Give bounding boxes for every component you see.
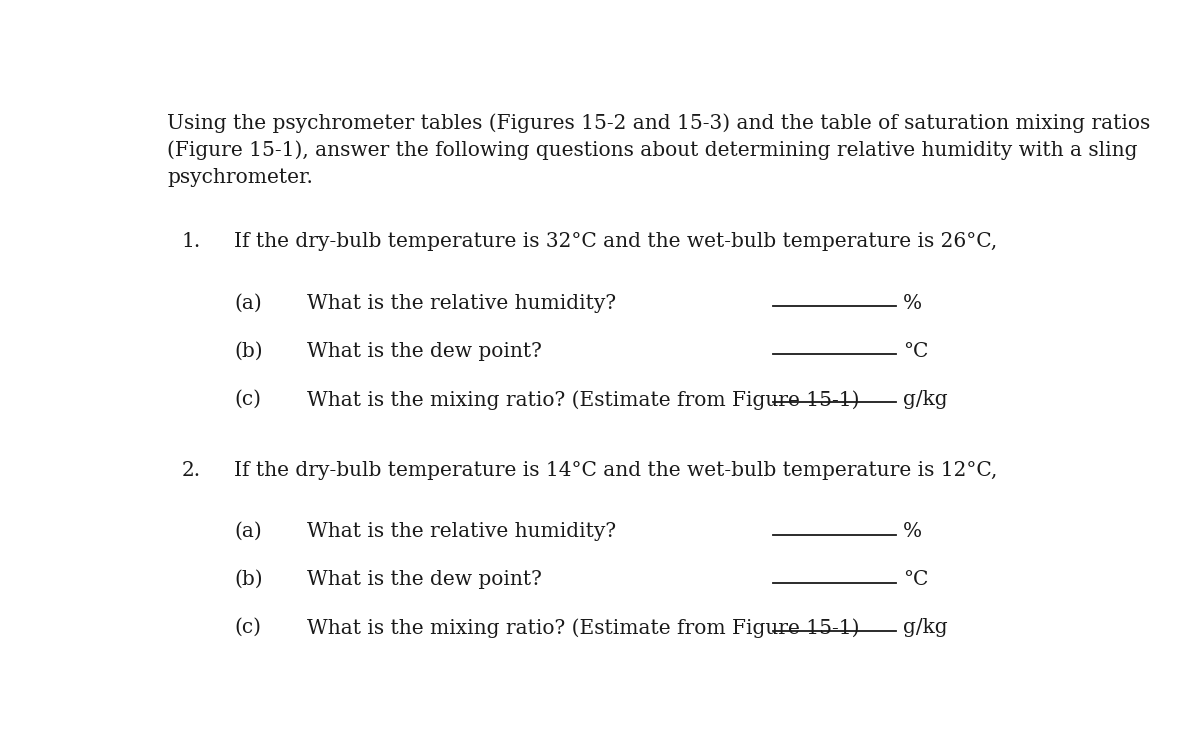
Text: 1.: 1. (181, 232, 201, 251)
Text: °C: °C (904, 570, 928, 589)
Text: 2.: 2. (181, 461, 201, 480)
Text: What is the dew point?: What is the dew point? (307, 342, 542, 361)
Text: What is the mixing ratio? (Estimate from Figure 15-1): What is the mixing ratio? (Estimate from… (307, 618, 860, 638)
Text: (c): (c) (234, 618, 262, 637)
Text: g/kg: g/kg (904, 390, 948, 409)
Text: What is the mixing ratio? (Estimate from Figure 15-1): What is the mixing ratio? (Estimate from… (307, 390, 860, 410)
Text: What is the dew point?: What is the dew point? (307, 570, 542, 589)
Text: %: % (904, 294, 922, 313)
Text: °C: °C (904, 342, 928, 361)
Text: (a): (a) (234, 294, 262, 313)
Text: %: % (904, 522, 922, 541)
Text: psychrometer.: psychrometer. (167, 168, 313, 186)
Text: (c): (c) (234, 390, 262, 409)
Text: What is the relative humidity?: What is the relative humidity? (307, 294, 616, 313)
Text: If the dry-bulb temperature is 32°C and the wet-bulb temperature is 26°C,: If the dry-bulb temperature is 32°C and … (234, 232, 998, 251)
Text: (b): (b) (234, 342, 263, 361)
Text: What is the relative humidity?: What is the relative humidity? (307, 522, 616, 541)
Text: Using the psychrometer tables (Figures 15-2 and 15-3) and the table of saturatio: Using the psychrometer tables (Figures 1… (167, 114, 1151, 133)
Text: If the dry-bulb temperature is 14°C and the wet-bulb temperature is 12°C,: If the dry-bulb temperature is 14°C and … (234, 461, 998, 480)
Text: (Figure 15-1), answer the following questions about determining relative humidit: (Figure 15-1), answer the following ques… (167, 141, 1138, 160)
Text: g/kg: g/kg (904, 618, 948, 637)
Text: (a): (a) (234, 522, 262, 541)
Text: (b): (b) (234, 570, 263, 589)
